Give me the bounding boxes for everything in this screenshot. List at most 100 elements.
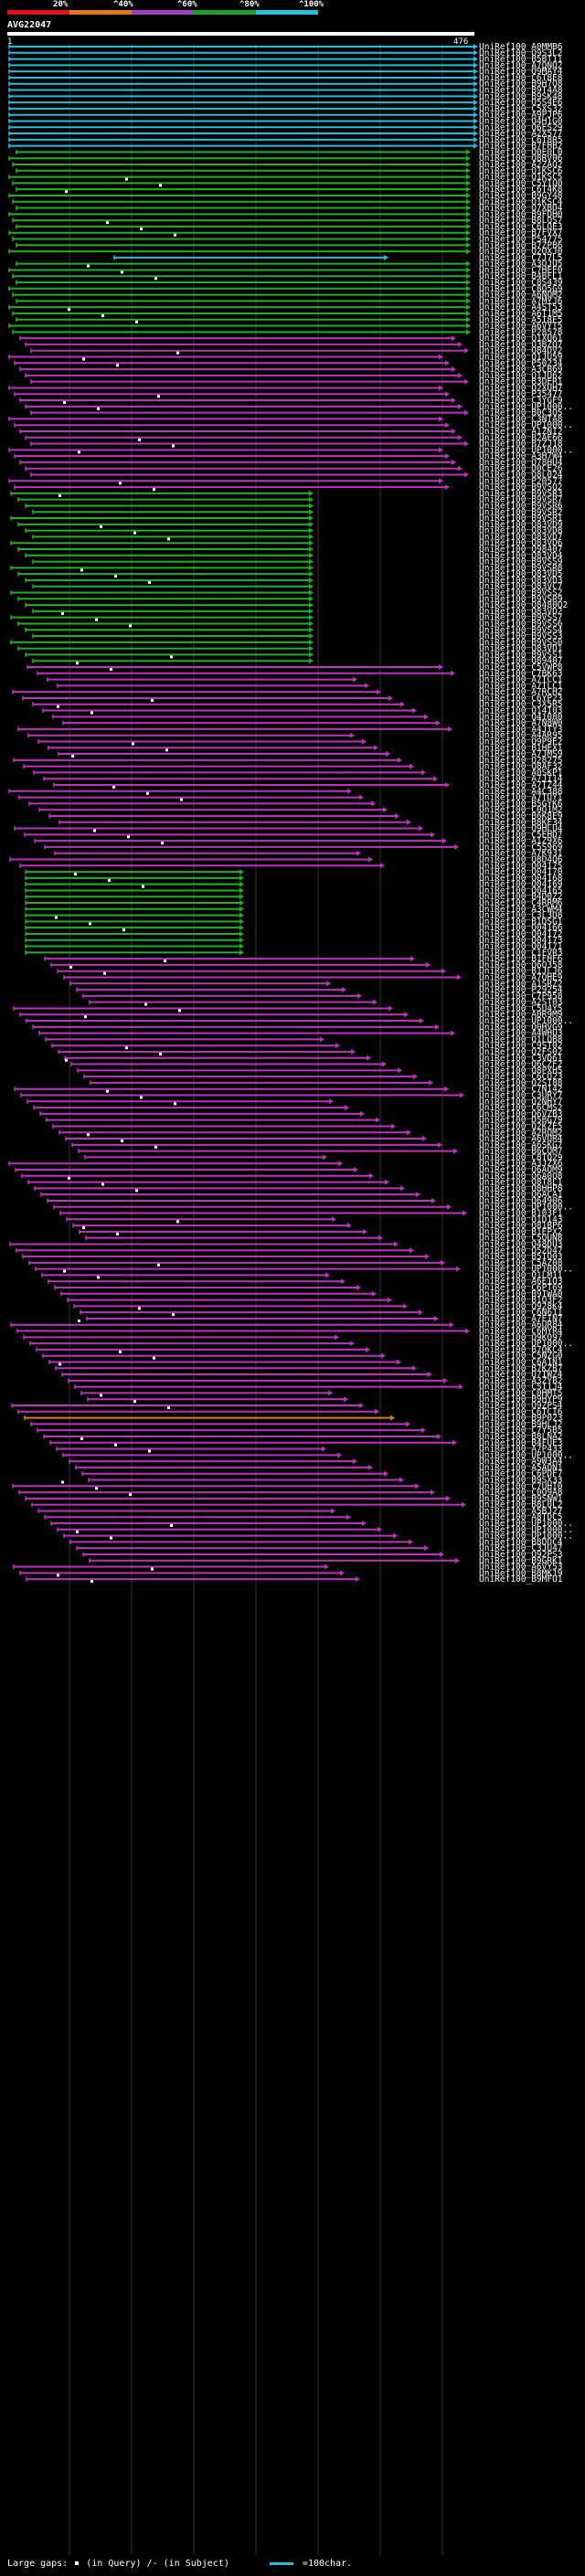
hit-label[interactable]: UniRef100_B9VSS1 <box>479 650 563 660</box>
hit-label[interactable]: UniRef100_Q2NHY7 <box>479 1097 563 1107</box>
hit-label[interactable]: UniRef100_A2ST03 <box>479 998 563 1008</box>
hit-label[interactable]: UniRef100_B9VSR9 <box>479 594 563 604</box>
hit-label[interactable]: UniRef100_C6T4K8 <box>479 185 563 195</box>
hit-label[interactable]: UniRef100_Q6ACA1 <box>479 1190 563 1200</box>
hit-label[interactable]: UniRef100_C6LQE3 <box>479 222 563 232</box>
hit-label[interactable]: UniRef100_Q1LM11 <box>479 1270 563 1280</box>
hit-label[interactable]: UniRef100_UP1000.. <box>479 1203 573 1213</box>
hit-label[interactable]: UniRef100_C5QUN8 <box>479 1234 563 1244</box>
hit-label[interactable]: UniRef100_Q6ES29 <box>479 122 563 133</box>
hit-label[interactable]: UniRef100_Q8L024 <box>479 471 563 481</box>
hit-label[interactable]: UniRef100_A6T1M5 <box>479 309 563 319</box>
hit-label[interactable]: UniRef100_A7EIN7 <box>479 1314 563 1324</box>
hit-label[interactable]: UniRef100_C3X5R5 <box>479 700 563 710</box>
hit-label[interactable]: UniRef100_UP1000.. <box>479 1016 573 1026</box>
hit-label[interactable]: UniRef100_A3H7W4 <box>479 451 563 461</box>
hit-label[interactable]: UniRef100_B9P023 <box>479 1414 563 1424</box>
hit-label[interactable]: UniRef100_B9SX33 <box>479 1475 563 1485</box>
hit-label[interactable]: UniRef100_A3CB69 <box>479 365 563 375</box>
hit-label[interactable]: UniRef100_Q8AF32 <box>479 762 563 772</box>
hit-label[interactable]: UniRef100_A4JTY3 <box>479 725 563 735</box>
hit-label[interactable]: UniRef100_Q1LQB8 <box>479 1034 563 1044</box>
hit-label[interactable]: UniRef100_UP1000.. <box>479 445 573 455</box>
hit-label[interactable]: UniRef100_C6CMS2 <box>479 1103 563 1113</box>
hit-label[interactable]: UniRef100_C7P958 <box>479 991 563 1002</box>
hit-label[interactable]: UniRef100_B9SNW1 <box>479 1494 563 1504</box>
hit-label[interactable]: UniRef100_A3JZX6 <box>479 1159 563 1169</box>
hit-label[interactable]: UniRef100_B8LNA2 <box>479 1432 563 1442</box>
hit-label[interactable]: UniRef100_B1DSG1 <box>479 917 563 927</box>
hit-label[interactable]: UniRef100_Q9P9E2 <box>479 737 563 747</box>
hit-label[interactable]: UniRef100_C5NZG0 <box>479 1352 563 1362</box>
hit-label[interactable]: UniRef100_C6CQ23 <box>479 1072 563 1082</box>
hit-label[interactable]: UniRef100_Q83VD5 <box>479 569 563 579</box>
hit-label[interactable]: UniRef100_Q2QXJ0 <box>479 247 563 257</box>
hit-label[interactable]: UniRef100_A7TCC1 <box>479 675 563 685</box>
hit-label[interactable]: UniRef100_Q83VD3 <box>479 576 563 586</box>
hit-label[interactable]: UniRef100_Q04165 <box>479 885 563 896</box>
hit-label[interactable]: UniRef100_Q928K4 <box>479 1301 563 1311</box>
hit-label[interactable]: UniRef100_A6E1Q3 <box>479 1277 563 1287</box>
hit-label[interactable]: UniRef100_A7N8W0 <box>479 718 563 728</box>
hit-label[interactable]: UniRef100_UP1000.. <box>479 1519 573 1529</box>
hit-label[interactable]: UniRef100_Q8T8L1 <box>479 1178 563 1188</box>
hit-label[interactable]: UniRef100_Q2XUH7 <box>479 383 563 393</box>
hit-label[interactable]: UniRef100_Q8HHP8 <box>479 1183 563 1193</box>
hit-label[interactable]: UniRef100_A7QHE9 <box>479 973 563 983</box>
hit-label[interactable]: UniRef100_Q8D4Q6 <box>479 854 563 864</box>
hit-label[interactable]: UniRef100_Q92PS3 <box>479 1550 563 1560</box>
hit-label[interactable]: UniRef100_P20577 <box>479 476 563 486</box>
hit-label[interactable]: UniRef100_Q1XU61 <box>479 334 563 344</box>
hit-label[interactable]: UniRef100_Q9ZPS4 <box>479 1401 563 1411</box>
hit-label[interactable]: UniRef100_UP1000.. <box>479 1450 573 1460</box>
hit-label[interactable]: UniRef100_B4FUE3 <box>479 1438 563 1448</box>
hit-label[interactable]: UniRef100_A5I8F5 <box>479 315 563 325</box>
hit-label[interactable]: UniRef100_C8S439 <box>479 278 563 288</box>
hit-label[interactable]: UniRef100_Q8PXH5 <box>479 1065 563 1076</box>
hit-label[interactable]: UniRef100_B6CQM7 <box>479 1147 563 1157</box>
hit-label[interactable]: UniRef100_B1Q3F2 <box>479 1296 563 1306</box>
hit-label[interactable]: UniRef100_Q6Q358 <box>479 960 563 970</box>
hit-label[interactable]: UniRef100_B7ZJ18 <box>479 440 563 450</box>
hit-label[interactable]: UniRef100_C6T8E8 <box>479 73 563 83</box>
hit-label[interactable]: UniRef100_A6VYT5 <box>479 322 563 332</box>
hit-label[interactable]: UniRef100_B1HEX1 <box>479 743 563 753</box>
hit-label[interactable]: UniRef100_B4D0Z2 <box>479 892 563 902</box>
hit-label[interactable]: UniRef100_C1FVR3 <box>479 948 563 958</box>
hit-label[interactable]: UniRef100_Q98407 <box>479 545 563 555</box>
hit-label[interactable]: UniRef100_B1FHF6 <box>479 954 563 964</box>
hit-label[interactable]: UniRef100_B9VSS9 <box>479 557 563 567</box>
hit-label[interactable]: UniRef100_A6UR84 <box>479 1320 563 1330</box>
hit-label[interactable]: UniRef100_B9VSS4 <box>479 625 563 635</box>
hit-label[interactable]: UniRef100_Q04175 <box>479 861 563 871</box>
hit-label[interactable]: UniRef100_A3CWM4 <box>479 905 563 915</box>
hit-label[interactable]: UniRef100_C7BK63 <box>479 669 563 679</box>
hit-label[interactable]: UniRef100_C8Q5G9 <box>479 284 563 294</box>
hit-label[interactable]: UniRef100_A6SKG7 <box>479 1140 563 1150</box>
hit-label[interactable]: UniRef100_B9FDH0 <box>479 209 563 219</box>
hit-label[interactable]: UniRef100_P28578 <box>479 327 563 337</box>
hit-label[interactable]: UniRef100_C6YP23 <box>479 694 563 704</box>
hit-label[interactable]: UniRef100_A9PJP6 <box>479 111 563 121</box>
hit-label[interactable]: UniRef100_Q7IWZ4 <box>479 1370 563 1380</box>
hit-label[interactable]: UniRef100_C5EHD7 <box>479 830 563 840</box>
hit-label[interactable]: UniRef100_C0HMT5 <box>479 1388 563 1398</box>
hit-label[interactable]: UniRef100_A7QNQ2 <box>479 60 563 70</box>
hit-label[interactable]: UniRef100_Q89407 <box>479 656 563 666</box>
hit-label[interactable]: UniRef100_Q83VD2 <box>479 607 563 617</box>
hit-label[interactable]: UniRef100_B7FHB2 <box>479 142 563 152</box>
hit-label[interactable]: UniRef100_B1JLJ6 <box>479 967 563 977</box>
hit-label[interactable]: UniRef100_A7TUY1 <box>479 793 563 803</box>
hit-label[interactable]: UniRef100_A3QJU5 <box>479 260 563 270</box>
hit-label[interactable]: UniRef100_Q83VD6 <box>479 538 563 548</box>
hit-label[interactable]: UniRef100_Q8RV06 <box>479 154 563 164</box>
hit-label[interactable]: UniRef100_A5BJ27 <box>479 1506 563 1516</box>
hit-label[interactable]: UniRef100_A7TZ44 <box>479 780 563 790</box>
hit-label[interactable]: UniRef100_B7FVX7 <box>479 228 563 239</box>
hit-label[interactable]: UniRef100_Q48DU3 <box>479 1239 563 1249</box>
hit-label[interactable]: UniRef100_Q04172 <box>479 929 563 939</box>
hit-label[interactable]: UniRef100_Q04170 <box>479 867 563 877</box>
hit-label[interactable]: UniRef100_C3YGF9 <box>479 396 563 406</box>
hit-label[interactable]: UniRef100_Q83VD8 <box>479 526 563 536</box>
hit-label[interactable]: UniRef100_B8L0L2 <box>479 1500 563 1511</box>
